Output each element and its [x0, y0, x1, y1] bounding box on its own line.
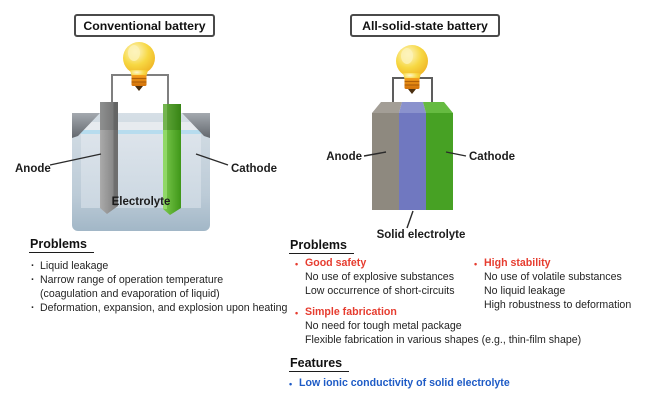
light-bulb-icon [395, 44, 429, 95]
group-line: No use of explosive substances [305, 271, 454, 283]
light-bulb-icon [122, 41, 156, 92]
group-title: Good safety [295, 256, 587, 271]
cathode-label: Cathode [231, 163, 277, 175]
anode-layer [372, 113, 399, 210]
electrolyte-layer [399, 113, 426, 210]
pointer-line [195, 153, 229, 166]
conventional-battery-illustration: Anode Cathode Electrolyte [15, 41, 277, 231]
solid-state-battery-illustration: Anode Cathode Solid electrolyte [326, 44, 515, 240]
anode-plate [100, 102, 118, 214]
conventional-problems-section: Problems Liquid leakage Narrow range of … [29, 235, 287, 315]
group-title: Simple fabrication [295, 305, 587, 320]
anode-label: Anode [326, 151, 362, 163]
electrolyte-label: Electrolyte [112, 196, 171, 208]
pointer-line [49, 153, 102, 166]
problem-group: Simple fabrication No need for tough met… [295, 305, 587, 347]
group-line: Flexible fabrication in various shapes (… [305, 334, 582, 346]
group-line: Low occurrence of short-circuits [305, 285, 455, 297]
list-item: (coagulation and evaporation of liquid) [40, 288, 220, 300]
solid-state-battery-title: All-solid-state battery [350, 14, 500, 37]
problems-heading-left: Problems [29, 237, 94, 253]
group-line: No need for tough metal package [305, 320, 462, 332]
pointer-line [445, 151, 467, 157]
cathode-plate [163, 104, 181, 215]
anode-label: Anode [15, 163, 51, 175]
feature-item: Low ionic conductivity of solid electrol… [289, 376, 510, 391]
solid-battery-stack [372, 102, 453, 210]
group-line: No liquid leakage [484, 285, 566, 297]
conventional-battery-title: Conventional battery [74, 14, 215, 37]
list-item: Narrow range of operation temperature [29, 273, 287, 287]
problems-column-1: Good safety No use of explosive substanc… [295, 256, 587, 354]
problem-group: Good safety No use of explosive substanc… [295, 256, 587, 298]
problems-column-2: High stability No use of volatile substa… [474, 256, 646, 319]
pointer-line [363, 151, 387, 157]
solid-state-problems-heading-wrap: Problems [289, 236, 354, 254]
features-heading: Features [289, 356, 350, 372]
group-line: No use of volatile substances [484, 271, 622, 283]
list-item: Deformation, expansion, and explosion up… [29, 301, 287, 315]
list-item: Liquid leakage [29, 259, 287, 273]
cathode-label: Cathode [469, 151, 515, 163]
electrolyte-tank [72, 113, 210, 231]
problem-group: High stability No use of volatile substa… [474, 256, 646, 312]
pointer-line [406, 210, 414, 229]
group-title: High stability [474, 256, 646, 271]
features-section: Features Low ionic conductivity of solid… [289, 354, 510, 391]
problems-heading-right: Problems [289, 238, 354, 254]
solid-electrolyte-label: Solid electrolyte [377, 229, 466, 240]
group-line: High robustness to deformation [484, 299, 632, 311]
cathode-layer [426, 113, 453, 210]
